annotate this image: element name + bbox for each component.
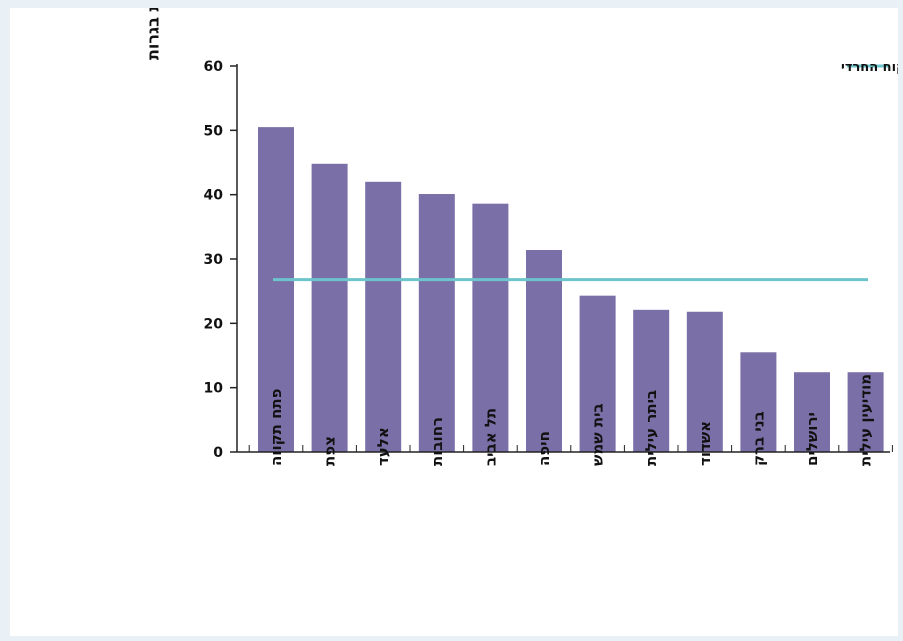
- bar-10: [740, 352, 777, 452]
- bar-3: [365, 181, 402, 453]
- bar-5: [472, 203, 509, 452]
- y-tick-label: 60: [204, 59, 224, 75]
- x-tick-label: אשדוד: [696, 421, 714, 466]
- bars: [258, 127, 884, 453]
- y-tick-label: 10: [204, 381, 224, 397]
- legend-label: אחוז הניגשים לבחינות בגרות בפיקוח החרדי: [841, 60, 898, 75]
- x-tick-label: אלעד: [374, 427, 392, 466]
- y-tick-label: 20: [204, 316, 224, 332]
- y-tick-label: 50: [204, 123, 224, 139]
- x-tick-label: חיפה: [535, 431, 553, 466]
- bar-4: [418, 194, 455, 453]
- x-tick-label: תל אביב: [481, 408, 499, 466]
- y-tick-label: 30: [204, 252, 224, 268]
- bar-chart: % הניגשים לבחינות בגרות אחוז הניגשים לבח…: [144, 8, 899, 466]
- x-tick-label: מודיעין עילית: [857, 374, 875, 466]
- legend: אחוז הניגשים לבחינות בגרות בפיקוח החרדי: [841, 60, 898, 75]
- bar-1: [258, 127, 294, 452]
- x-tick-label: בני ברק: [749, 411, 767, 466]
- y-axis-title-group: % הניגשים לבחינות בגרות: [144, 8, 163, 60]
- x-tick-label: פתח תקווה: [267, 388, 285, 466]
- bar-11: [794, 372, 830, 452]
- bar-9: [686, 311, 723, 452]
- x-tick-label: בית שמש: [589, 403, 607, 466]
- y-tick-label: 0: [213, 445, 223, 461]
- y-tick-label: 40: [204, 188, 224, 204]
- bar-12: [847, 372, 884, 452]
- bar-6: [526, 249, 562, 452]
- bar-2: [311, 163, 348, 452]
- chart-frame: % הניגשים לבחינות בגרות אחוז הניגשים לבח…: [10, 8, 898, 636]
- x-tick-label: ירושלים: [803, 412, 821, 466]
- y-axis-title: % הניגשים לבחינות בגרות: [144, 8, 163, 60]
- x-tick-labels: פתח תקווה צפת אלעד רחובות תל אביב חיפה בית שמש…: [267, 374, 875, 466]
- bar-7: [579, 295, 616, 452]
- x-tick-label: ביתר עילית: [642, 390, 660, 466]
- x-tick-label: צפת: [321, 436, 339, 466]
- y-ticks: 0 10 20 30 40 50 60: [204, 59, 237, 461]
- bar-8: [633, 309, 670, 452]
- x-tick-label: רחובות: [428, 417, 446, 466]
